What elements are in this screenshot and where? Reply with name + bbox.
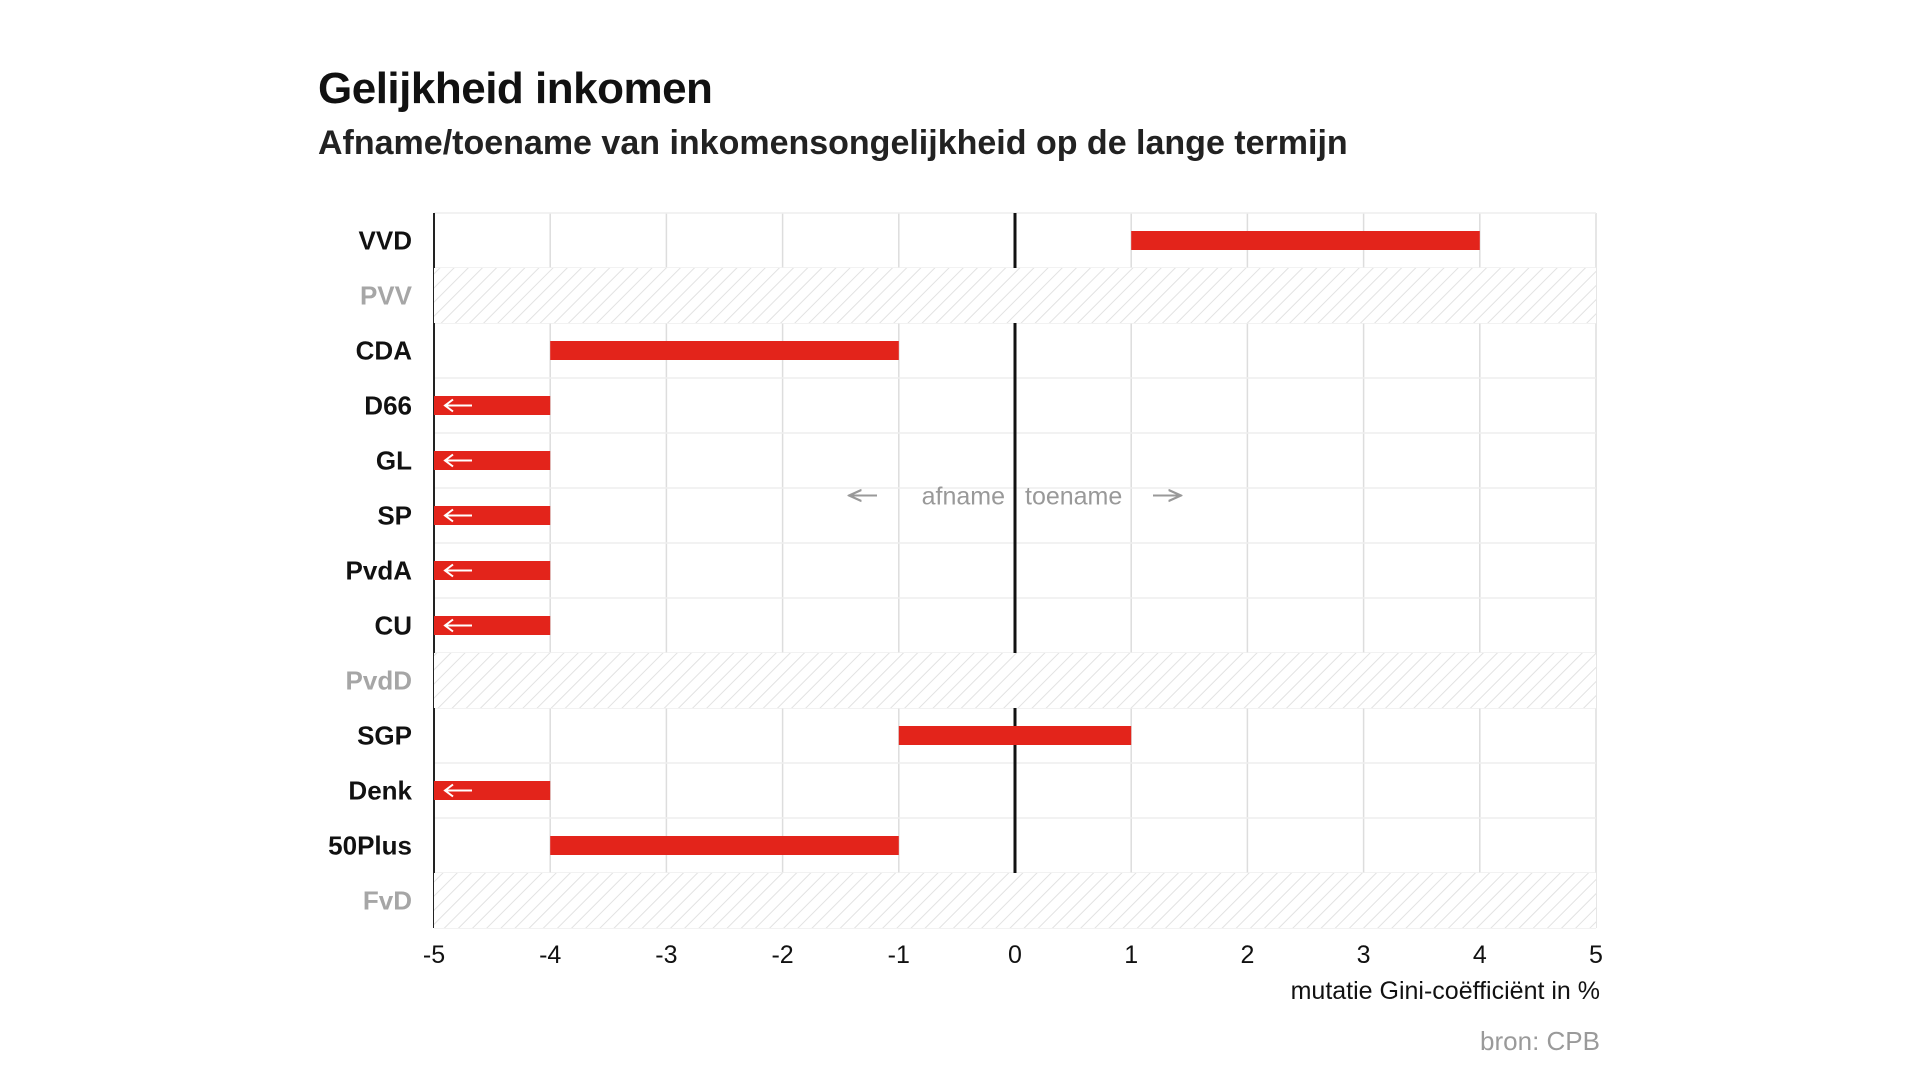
bar-cda	[550, 341, 899, 360]
overflow-arrow-head-icon	[443, 453, 454, 468]
chart-subtitle: Afname/toename van inkomensongelijkheid …	[318, 124, 1348, 162]
bar-sgp	[898, 726, 1132, 745]
bar-cu	[434, 616, 551, 635]
party-label-vvd: VVD	[359, 226, 412, 256]
x-tick-label: -5	[423, 941, 445, 969]
x-tick-label: 3	[1357, 941, 1371, 969]
chart-title: Gelijkheid inkomen	[318, 64, 713, 113]
x-tick-label: 1	[1124, 941, 1138, 969]
party-label-50plus: 50Plus	[328, 831, 412, 861]
x-tick-label: -3	[655, 941, 677, 969]
x-tick-label: 4	[1473, 941, 1487, 969]
x-tick-label: 5	[1589, 941, 1603, 969]
overflow-arrow-head-icon	[443, 618, 454, 633]
x-tick-label: 0	[1008, 941, 1022, 969]
party-label-denk: Denk	[348, 776, 412, 806]
source-label: bron: CPB	[1480, 1026, 1600, 1056]
no-data-row-hatch	[434, 873, 1596, 928]
toename-label: toename	[1025, 483, 1122, 511]
bar-vvd	[1131, 231, 1480, 250]
party-label-cda: CDA	[356, 336, 413, 366]
bar-d66	[434, 396, 551, 415]
no-data-row-hatch	[434, 653, 1596, 708]
party-label-sp: SP	[377, 501, 412, 531]
bar-pvda	[434, 561, 551, 580]
x-tick-label: -2	[771, 941, 793, 969]
range-bars	[434, 231, 1480, 855]
bar-sp	[434, 506, 551, 525]
party-label-sgp: SGP	[357, 721, 412, 751]
overflow-arrow-head-icon	[443, 563, 454, 578]
party-label-gl: GL	[376, 446, 412, 476]
x-tick-label: -4	[539, 941, 561, 969]
afname-label: afname	[922, 483, 1005, 511]
party-label-d66: D66	[364, 391, 412, 421]
x-tick-label: 2	[1240, 941, 1254, 969]
bar-gl	[434, 451, 551, 470]
x-axis-label: mutatie Gini-coëfficiënt in %	[1291, 977, 1600, 1005]
no-data-row-hatch	[434, 268, 1596, 323]
party-label-pvv: PVV	[360, 281, 413, 311]
x-tick-label: -1	[888, 941, 910, 969]
overflow-arrow-head-icon	[443, 398, 454, 413]
party-label-fvd: FvD	[363, 886, 412, 916]
bar-50plus	[550, 836, 899, 855]
overflow-arrow-head-icon	[443, 508, 454, 523]
bar-denk	[434, 781, 551, 800]
no-data-rows	[434, 268, 1596, 928]
overflow-arrow-head-icon	[443, 783, 454, 798]
party-labels: VVD PVV CDA D66 GL SP PvdA CU PvdD SGP Denk 50Plus F…	[328, 226, 412, 916]
party-label-pvdd: PvdD	[346, 666, 412, 696]
direction-annotations: afname toename	[849, 483, 1181, 511]
x-tick-labels: -5 -4 -3 -2 -1 0 1 2 3 4 5	[423, 941, 1603, 969]
party-label-cu: CU	[374, 611, 412, 641]
party-label-pvda: PvdA	[346, 556, 413, 586]
